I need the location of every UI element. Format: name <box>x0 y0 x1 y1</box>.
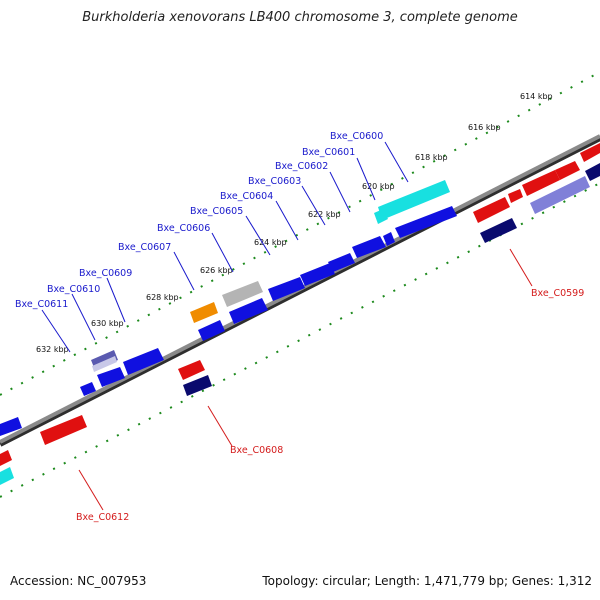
tick-label-622: 622 kbp <box>308 210 341 219</box>
gene-label-bxe-c0601: Bxe_C0601 <box>302 147 355 158</box>
gene-label-bxe-c0609: Bxe_C0609 <box>79 268 132 279</box>
gene-label-bxe-c0603: Bxe_C0603 <box>248 176 301 187</box>
gene-block[interactable] <box>522 170 560 196</box>
gene-block[interactable] <box>580 143 600 162</box>
tick-label-614: 614 kbp <box>520 92 553 101</box>
gene-block[interactable] <box>352 236 386 258</box>
gene-label-bxe-c0607: Bxe_C0607 <box>118 242 171 253</box>
kbp-tick-labels: 614 kbp 616 kbp 618 kbp 620 kbp 622 kbp … <box>36 92 553 354</box>
gene-block[interactable] <box>178 360 205 380</box>
gene-label-bxe-c0610: Bxe_C0610 <box>47 284 100 295</box>
accession-text: Accession: NC_007953 <box>10 574 147 588</box>
gene-block[interactable] <box>585 163 600 181</box>
tick-label-632: 632 kbp <box>36 345 69 354</box>
reverse-gene-labels <box>78 248 533 511</box>
gene-label-bxe-c0602: Bxe_C0602 <box>275 161 328 172</box>
tick-label-630: 630 kbp <box>91 319 124 328</box>
gene-label-bxe-c0600: Bxe_C0600 <box>330 131 383 142</box>
gene-block[interactable] <box>0 450 12 466</box>
forward-gene-labels <box>41 141 409 353</box>
gene-block[interactable] <box>222 281 263 307</box>
gene-block[interactable] <box>395 206 457 238</box>
gene-block[interactable] <box>555 161 580 180</box>
gene-block[interactable] <box>473 197 510 223</box>
gene-block[interactable] <box>480 218 517 243</box>
genome-summary-text: Topology: circular; Length: 1,471,779 bp… <box>262 574 592 588</box>
tick-label-626: 626 kbp <box>200 266 233 275</box>
gene-block[interactable] <box>198 320 225 341</box>
gene-label-bxe-c0606: Bxe_C0606 <box>157 223 210 234</box>
gene-block[interactable] <box>123 348 164 375</box>
gene-blocks <box>0 143 600 485</box>
gene-label-bxe-c0611: Bxe_C0611 <box>15 299 68 310</box>
gene-label-bxe-c0605: Bxe_C0605 <box>190 206 243 217</box>
map-title: Burkholderia xenovorans LB400 chromosome… <box>82 10 518 25</box>
gene-block[interactable] <box>97 367 125 387</box>
gene-block[interactable] <box>229 298 268 324</box>
gene-block[interactable] <box>80 382 96 396</box>
gene-block[interactable] <box>328 253 355 272</box>
gene-block[interactable] <box>268 277 305 301</box>
gene-label-bxe-c0604: Bxe_C0604 <box>220 191 273 202</box>
gene-label-bxe-c0612: Bxe_C0612 <box>76 512 129 523</box>
gene-block[interactable] <box>190 302 218 323</box>
tick-label-628: 628 kbp <box>146 293 179 302</box>
outer-tick-track <box>0 71 600 396</box>
gene-block[interactable] <box>374 209 388 224</box>
gene-block[interactable] <box>0 417 22 436</box>
gene-block[interactable] <box>300 263 335 286</box>
gene-block[interactable] <box>0 467 14 485</box>
tick-label-618: 618 kbp <box>415 153 448 162</box>
tick-label-624: 624 kbp <box>254 238 287 247</box>
reverse-gene-label-texts: Bxe_C0599 Bxe_C0608 Bxe_C0612 <box>76 288 584 523</box>
gene-block[interactable] <box>92 356 117 372</box>
gene-label-bxe-c0599: Bxe_C0599 <box>531 288 584 299</box>
gene-block[interactable] <box>40 415 87 445</box>
gene-block[interactable] <box>530 176 590 214</box>
gene-block[interactable] <box>508 189 523 203</box>
gene-block[interactable] <box>183 375 212 396</box>
tick-label-620: 620 kbp <box>362 182 395 191</box>
forward-gene-label-texts: Bxe_C0600 Bxe_C0601 Bxe_C0602 Bxe_C0603 … <box>15 131 383 310</box>
gene-block[interactable] <box>383 232 395 246</box>
tick-label-616: 616 kbp <box>468 123 501 132</box>
gene-label-bxe-c0608: Bxe_C0608 <box>230 445 283 456</box>
gene-block[interactable] <box>378 180 450 220</box>
